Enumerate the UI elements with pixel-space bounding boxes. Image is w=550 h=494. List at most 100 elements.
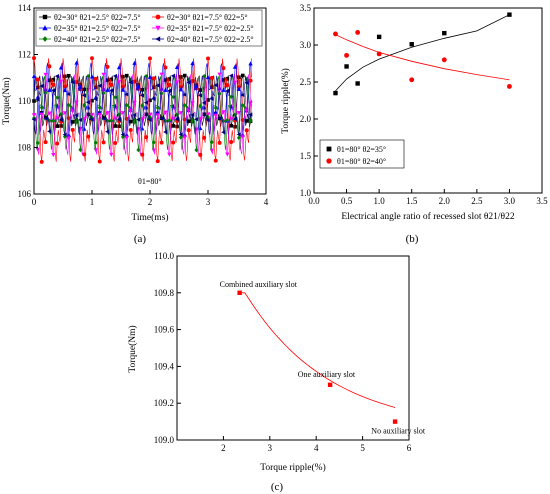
- series-marker-a: [62, 134, 67, 139]
- series-marker-a: [202, 74, 207, 79]
- series-marker-a: [201, 87, 207, 92]
- legend-box-a: [35, 9, 263, 47]
- b-x-tick-label: 3.0: [504, 196, 516, 206]
- series-marker-a: [86, 134, 91, 139]
- series-marker-a: [155, 105, 160, 111]
- series-marker-a: [70, 79, 75, 85]
- series-marker-a: [202, 112, 206, 116]
- series-marker-a: [213, 158, 218, 163]
- series-marker-a: [101, 140, 106, 145]
- data-point-b: [333, 90, 338, 96]
- c-x-tick-label: 6: [407, 443, 412, 453]
- legend-marker-a: [155, 14, 161, 20]
- series-marker-a: [175, 112, 180, 117]
- fit-curve-b: [335, 14, 510, 92]
- series-marker-a: [171, 140, 176, 145]
- series-marker-a: [147, 117, 152, 122]
- series-marker-a: [113, 124, 117, 128]
- series-marker-a: [155, 110, 160, 115]
- series-marker-a: [94, 85, 98, 90]
- series-marker-a: [140, 103, 145, 108]
- series-marker-a: [62, 132, 67, 137]
- b-x-tick-label: 2.0: [439, 196, 451, 206]
- panel-label-a: (a): [134, 233, 147, 245]
- x-axis-label-a: Time(ms): [131, 212, 168, 223]
- legend-marker-a: [42, 36, 48, 42]
- data-point-b: [507, 12, 512, 17]
- a-y-tick-label: 108: [18, 143, 32, 153]
- series-marker-a: [82, 117, 87, 122]
- series-marker-a: [74, 100, 79, 105]
- series-marker-a: [198, 152, 203, 157]
- panel-label-c: (c): [271, 481, 284, 493]
- series-marker-a: [128, 119, 133, 124]
- series-marker-a: [232, 116, 237, 122]
- series-marker-a: [147, 74, 153, 79]
- series-marker-a: [43, 140, 48, 145]
- chart-c: Combined auxiliary slot One auxiliary slo…: [127, 251, 426, 493]
- series-marker-a: [43, 72, 48, 77]
- series-marker-a: [109, 118, 114, 124]
- series-marker-a: [209, 75, 214, 80]
- point-label-c: Combined auxiliary slot: [220, 280, 298, 289]
- data-point-c: [327, 382, 333, 387]
- series-marker-a: [82, 102, 87, 108]
- series-marker-a: [82, 126, 87, 131]
- series-marker-a: [101, 116, 106, 121]
- series-marker-a: [70, 127, 75, 132]
- series-marker-a: [163, 78, 168, 82]
- series-marker-a: [178, 87, 184, 92]
- series-marker-a: [105, 78, 110, 82]
- series-marker-a: [136, 127, 141, 132]
- series-marker-a: [182, 92, 187, 97]
- series-marker-a: [233, 112, 238, 117]
- series-marker-a: [82, 152, 87, 157]
- b-y-tick-label: 3.5: [300, 3, 312, 13]
- series-marker-a: [229, 139, 234, 144]
- series-marker-a: [55, 95, 60, 100]
- series-marker-a: [236, 132, 241, 137]
- series-marker-a: [128, 80, 133, 85]
- series-marker-a: [174, 64, 180, 70]
- series-marker-a: [240, 92, 245, 98]
- series-marker-a: [120, 87, 126, 92]
- b-x-tick-label: 1.0: [374, 196, 386, 206]
- series-marker-a: [35, 97, 40, 102]
- series-marker-a: [140, 87, 145, 92]
- series-marker-a: [159, 91, 164, 96]
- series-marker-a: [47, 78, 52, 83]
- b-x-tick-label: 3.5: [536, 196, 548, 206]
- series-marker-a: [121, 74, 125, 79]
- b-x-tick-label: 0.0: [308, 196, 320, 206]
- series-marker-a: [32, 56, 36, 61]
- series-marker-a: [178, 135, 183, 140]
- panel-label-b: (b): [406, 233, 419, 245]
- series-marker-a: [36, 85, 40, 90]
- series-marker-a: [225, 152, 230, 157]
- series-marker-a: [148, 98, 152, 103]
- annotation-a: θ1=80°: [138, 177, 162, 186]
- series-marker-a: [159, 72, 164, 77]
- series-marker-a: [109, 152, 114, 157]
- series-marker-a: [66, 91, 71, 97]
- series-marker-a: [136, 84, 141, 89]
- trend-curve-c: [239, 292, 396, 408]
- series-marker-a: [221, 110, 226, 115]
- series-marker-a: [206, 56, 210, 61]
- series-marker-a: [55, 124, 59, 128]
- series-marker-a: [213, 109, 218, 115]
- data-point-b: [441, 57, 447, 63]
- data-point-b: [333, 31, 338, 37]
- a-y-tick-label: 112: [18, 50, 31, 60]
- legend-marker-b: [326, 146, 332, 152]
- series-marker-a: [198, 117, 203, 122]
- series-marker-a: [194, 84, 199, 89]
- data-point-b: [376, 51, 382, 57]
- series-marker-a: [209, 139, 214, 145]
- series-marker-a: [210, 85, 214, 89]
- series-group-b: [333, 12, 512, 96]
- series-marker-a: [202, 135, 207, 140]
- series-marker-a: [93, 97, 98, 102]
- y-axis-label-c: Torque(Nm): [127, 325, 138, 372]
- series-marker-a: [244, 80, 249, 85]
